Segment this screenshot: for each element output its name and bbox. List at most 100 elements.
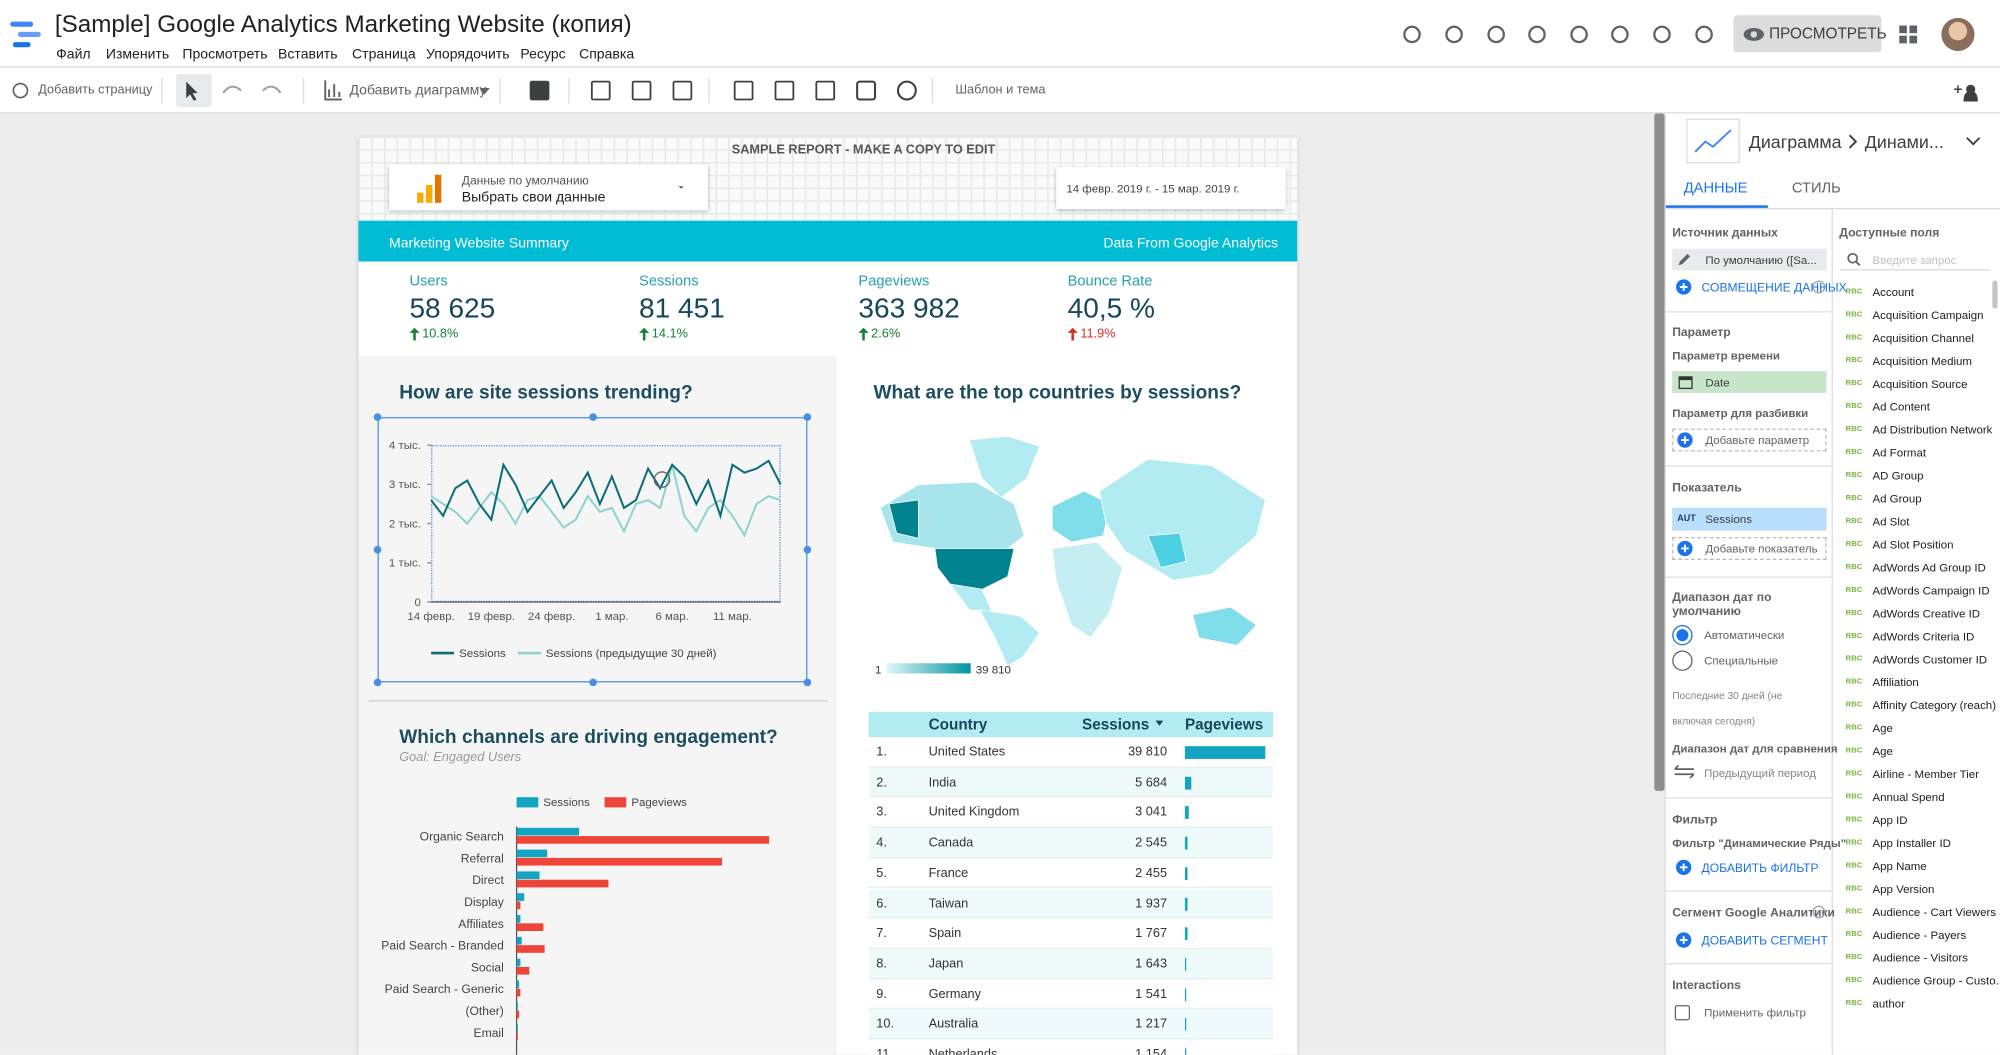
view-button-label[interactable]: ПРОСМОТРЕТЬ [1769,24,1887,43]
field-item[interactable]: Age [1872,721,1893,735]
field-item[interactable]: Audience Group - Custo... [1872,974,2000,988]
selection-handle[interactable] [589,678,597,687]
header-icon [1487,25,1505,44]
field-item[interactable]: Acquisition Source [1872,377,1968,391]
bar [516,923,544,931]
field-item[interactable]: Annual Spend [1872,790,1945,804]
field-item[interactable]: AdWords Criteria ID [1872,630,1975,643]
tool-icon [774,80,795,101]
add-segment-button[interactable]: ДОБАВИТЬ СЕГМЕНТ [1701,934,1828,949]
field-item[interactable]: Ad Slot [1872,515,1910,529]
field-search[interactable] [1839,249,1990,271]
add-metric[interactable]: Добавьте показатель [1705,542,1818,555]
menu-item[interactable]: Файл [56,47,91,63]
add-filter-button[interactable]: ДОБАВИТЬ ФИЛЬТР [1701,861,1819,876]
field-item[interactable]: App Name [1872,859,1927,873]
panel-tab[interactable]: ДАННЫЕ [1683,181,1748,197]
search-placeholder: Введите запрос [1872,253,1957,267]
change-arrow [858,327,869,341]
legend-swatch [516,797,539,808]
arrow [1155,720,1164,726]
field-item[interactable]: Affiliation [1872,676,1919,689]
field-item[interactable]: AdWords Creative ID [1872,607,1981,620]
field-item[interactable]: App Installer ID [1872,836,1951,850]
selection-handle[interactable] [803,545,812,554]
radio-custom[interactable] [1672,650,1693,671]
menu-item[interactable]: Страница [352,47,416,63]
field-item[interactable]: Acquisition Channel [1872,331,1974,345]
data-control[interactable] [389,164,708,211]
selection-handle[interactable] [373,545,382,554]
field-item[interactable]: App ID [1872,813,1908,827]
section-separator [1665,797,1832,799]
add-dimension-box[interactable] [1672,428,1827,452]
add-chart-button[interactable]: Добавить диаграмму [349,82,487,99]
field-item[interactable]: AdWords Ad Group ID [1872,561,1986,574]
y-tick-label: Referral [461,851,504,865]
field-item[interactable]: App Version [1872,882,1935,896]
field-item[interactable]: Ad Group [1872,492,1922,506]
bar [516,936,522,945]
date-chip[interactable] [1672,371,1827,393]
field-item[interactable]: Account [1872,285,1914,299]
theme-button[interactable]: Шаблон и тема [955,83,1046,98]
column-header[interactable]: Country [928,715,988,734]
field-item[interactable]: Age [1872,744,1893,758]
field-item[interactable]: AdWords Campaign ID [1872,584,1990,597]
menu-item[interactable]: Изменить [105,47,170,63]
column-header[interactable]: Pageviews [1184,715,1264,734]
add-dimension[interactable]: Добавьте параметр [1705,433,1810,447]
data-source-chip[interactable] [1672,248,1827,271]
field-item[interactable]: Audience - Payers [1872,928,1967,942]
selection-handle[interactable] [803,678,812,687]
field-item[interactable]: Audience - Cart Viewers [1872,905,1997,919]
avatar[interactable] [1941,17,1975,52]
field-item[interactable]: Acquisition Medium [1872,354,1972,368]
checkbox[interactable] [1674,1005,1691,1021]
radio-auto[interactable] [1672,624,1693,646]
menu-item[interactable]: Справка [579,47,635,63]
scorecard-label: Bounce Rate [1067,274,1153,290]
blend-button[interactable]: СОВМЕЩЕНИЕ ДАННЫХ [1701,281,1847,296]
x-tick-label: 14 февр. [407,611,454,623]
bar [516,988,521,997]
field-item[interactable]: Audience - Visitors [1872,951,1968,965]
menu-item[interactable]: Упорядочить [426,47,510,63]
apps-square [1899,35,1907,44]
field-item[interactable]: Ad Distribution Network [1872,423,1993,437]
menu-item[interactable]: Просмотреть [182,47,268,63]
menu-item[interactable]: Вставить [278,47,338,63]
menu-item[interactable]: Ресурс [520,47,566,63]
row-sessions: 39 810 [1128,745,1168,760]
add-metric-box[interactable] [1672,536,1827,560]
metric-chip[interactable] [1672,507,1827,531]
add-page-button[interactable]: Добавить страницу [38,83,153,98]
bar [516,836,770,844]
field-item[interactable]: Acquisition Campaign [1872,308,1984,322]
y-tick-label: Paid Search - Branded [381,939,504,953]
field-item[interactable]: Ad Content [1872,400,1930,414]
selection-handle[interactable] [373,413,382,421]
selection-handle[interactable] [589,413,597,421]
bar [417,192,424,203]
panel-tab[interactable]: СТИЛЬ [1791,181,1841,197]
date-control[interactable] [1056,167,1286,210]
chart-icon [324,80,342,101]
field-item[interactable]: AdWords Customer ID [1872,653,1988,666]
field-item[interactable]: author [1872,997,1906,1011]
pageviews-bar [1184,1048,1187,1055]
column-header[interactable]: Sessions [1082,715,1150,734]
field-item[interactable]: Ad Slot Position [1872,538,1954,552]
field-type-tag: RBC [1845,448,1863,457]
field-item[interactable]: Ad Format [1872,446,1927,460]
selection-handle[interactable] [803,413,812,421]
field-item[interactable]: Airline - Member Tier [1872,767,1979,781]
scorecard-value: 81 451 [639,292,725,324]
row-country: Spain [928,926,962,941]
field-item[interactable]: Affinity Category (reach) [1872,698,1997,712]
field-item[interactable]: AD Group [1872,469,1924,483]
table-row [868,979,1273,1010]
field-type-tag: RBC [1845,494,1863,503]
selection-handle[interactable] [373,678,382,687]
